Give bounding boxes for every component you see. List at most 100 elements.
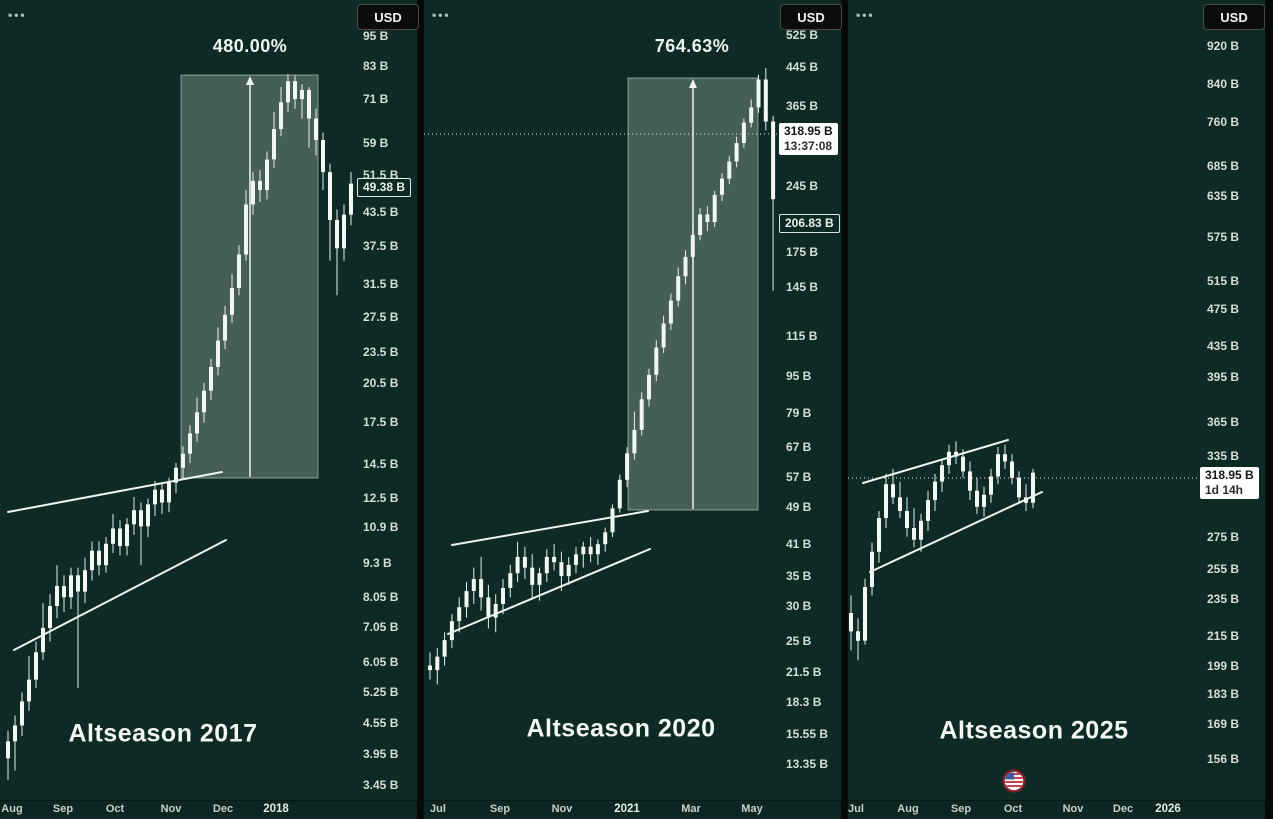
price-tick-label: 12.5 B — [363, 491, 399, 505]
candle-body — [898, 497, 902, 511]
price-tick-label: 35 B — [786, 569, 812, 583]
time-tick-label: Aug — [897, 803, 919, 815]
currency-button[interactable]: USD — [780, 4, 842, 30]
price-tick-label: 435 B — [1207, 339, 1240, 353]
pane-menu-button[interactable]: ••• — [856, 8, 875, 22]
candle-body — [181, 453, 185, 468]
pane-separator — [1265, 0, 1273, 819]
price-tick-label: 31.5 B — [363, 277, 399, 291]
measure-percent-label: 764.63% — [654, 36, 730, 56]
time-tick-label: Sep — [950, 803, 972, 815]
us-flag-event-icon[interactable] — [1002, 769, 1026, 798]
candle-body — [617, 479, 622, 509]
time-tick-label: Sep — [52, 803, 74, 815]
time-tick-label: Nov — [551, 803, 573, 815]
price-axis[interactable]: 920 B 840 B 760 B 685 B 635 B 575 B 515 B 475 B… — [1200, 0, 1265, 800]
candle-body — [435, 656, 440, 671]
price-tick-label: 275 B — [1207, 530, 1240, 544]
price-tick-label: 7.05 B — [363, 620, 399, 634]
trendline-drawing[interactable] — [862, 439, 1009, 484]
price-tick-label: 115 B — [786, 329, 818, 343]
price-tick-label: 17.5 B — [363, 415, 399, 429]
candle-body — [307, 90, 311, 119]
candle-body — [530, 567, 535, 585]
price-label-value: 206.83 B — [785, 216, 834, 230]
price-tick-label: 575 B — [1207, 230, 1240, 244]
candle-body — [544, 556, 549, 574]
price-tick-label: 255 B — [1207, 562, 1240, 576]
candle-body — [771, 121, 776, 200]
price-tick-label: 920 B — [1207, 39, 1240, 53]
price-tick-label: 67 B — [786, 440, 812, 454]
price-tick-label: 25 B — [786, 634, 812, 648]
time-tick-label: 2021 — [614, 803, 640, 815]
price-tick-label: 365 B — [1207, 415, 1240, 429]
candle-body — [919, 520, 923, 540]
candle-body — [877, 518, 881, 552]
candle-body — [83, 570, 87, 592]
candle-body — [595, 544, 600, 555]
candle-body — [566, 564, 571, 577]
chart-canvas-altseason-2017[interactable] — [0, 0, 356, 800]
price-tick-label: 37.5 B — [363, 239, 399, 253]
candle-body — [975, 490, 979, 507]
pane-menu-button[interactable]: ••• — [432, 8, 451, 22]
trendline-drawing[interactable] — [451, 510, 649, 546]
trendline-drawing[interactable] — [447, 548, 651, 635]
candle-body — [335, 219, 339, 249]
candle-body — [537, 573, 542, 585]
candle-body — [132, 510, 136, 525]
candle-body — [522, 556, 527, 568]
price-tick-label: 515 B — [1207, 274, 1240, 288]
candle-body — [891, 484, 895, 498]
candle-body — [856, 631, 860, 641]
trendline-drawing[interactable] — [7, 471, 223, 513]
candle-body — [632, 429, 637, 454]
price-axis[interactable]: 525 B 445 B 365 B 245 B 175 B 145 B 115 B 95 B 7… — [779, 0, 841, 800]
candle-body — [202, 390, 206, 413]
candle-body — [55, 586, 59, 606]
candle-body — [654, 347, 659, 375]
price-label-countdown: 13:37:08 — [784, 139, 833, 153]
pane-menu-button[interactable]: ••• — [8, 8, 27, 22]
candle-body — [639, 399, 644, 430]
drawing-text-label[interactable]: Altseason 2017 — [68, 719, 258, 748]
candle-body — [111, 528, 115, 544]
candle-body — [989, 476, 993, 495]
candle-body — [209, 366, 213, 391]
chart-canvas-altseason-2020[interactable] — [424, 0, 779, 800]
price-tick-label: 27.5 B — [363, 310, 399, 324]
time-tick-label: Sep — [489, 803, 511, 815]
candle-body — [27, 679, 31, 702]
candle-body — [581, 546, 586, 555]
drawing-text-label[interactable]: Altseason 2025 — [939, 716, 1129, 745]
price-tick-label: 395 B — [1207, 370, 1240, 384]
candle-body — [552, 556, 557, 563]
candle-body — [314, 118, 318, 140]
candle-body — [251, 180, 255, 205]
candle-body — [153, 489, 157, 505]
time-axis[interactable] — [0, 800, 1273, 819]
candle-body — [293, 81, 297, 100]
trendline-drawing[interactable] — [13, 539, 227, 651]
price-tick-label: 9.3 B — [363, 556, 392, 570]
pane-separator — [841, 0, 848, 819]
currency-button[interactable]: USD — [357, 4, 419, 30]
candle-body — [749, 107, 754, 123]
drawing-text-label[interactable]: Altseason 2020 — [526, 714, 716, 743]
price-axis[interactable]: 95 B 83 B 71 B 59 B 51.5 B 43.5 B 37.5 B 31.5 B… — [356, 0, 417, 800]
candle-body — [349, 183, 353, 215]
price-tick-label: 10.9 B — [363, 520, 399, 534]
candle-body — [449, 621, 454, 641]
candle-body — [62, 586, 66, 598]
candle-body — [727, 161, 732, 179]
chart-canvas-altseason-2025[interactable] — [848, 0, 1200, 800]
price-tick-label: 475 B — [1207, 302, 1240, 316]
price-tick-label: 30 B — [786, 599, 812, 613]
candle-body — [125, 524, 129, 547]
currency-button[interactable]: USD — [1203, 4, 1265, 30]
candle-body — [34, 652, 38, 680]
trendline-drawing[interactable] — [869, 491, 1043, 573]
candle-body — [118, 528, 122, 547]
